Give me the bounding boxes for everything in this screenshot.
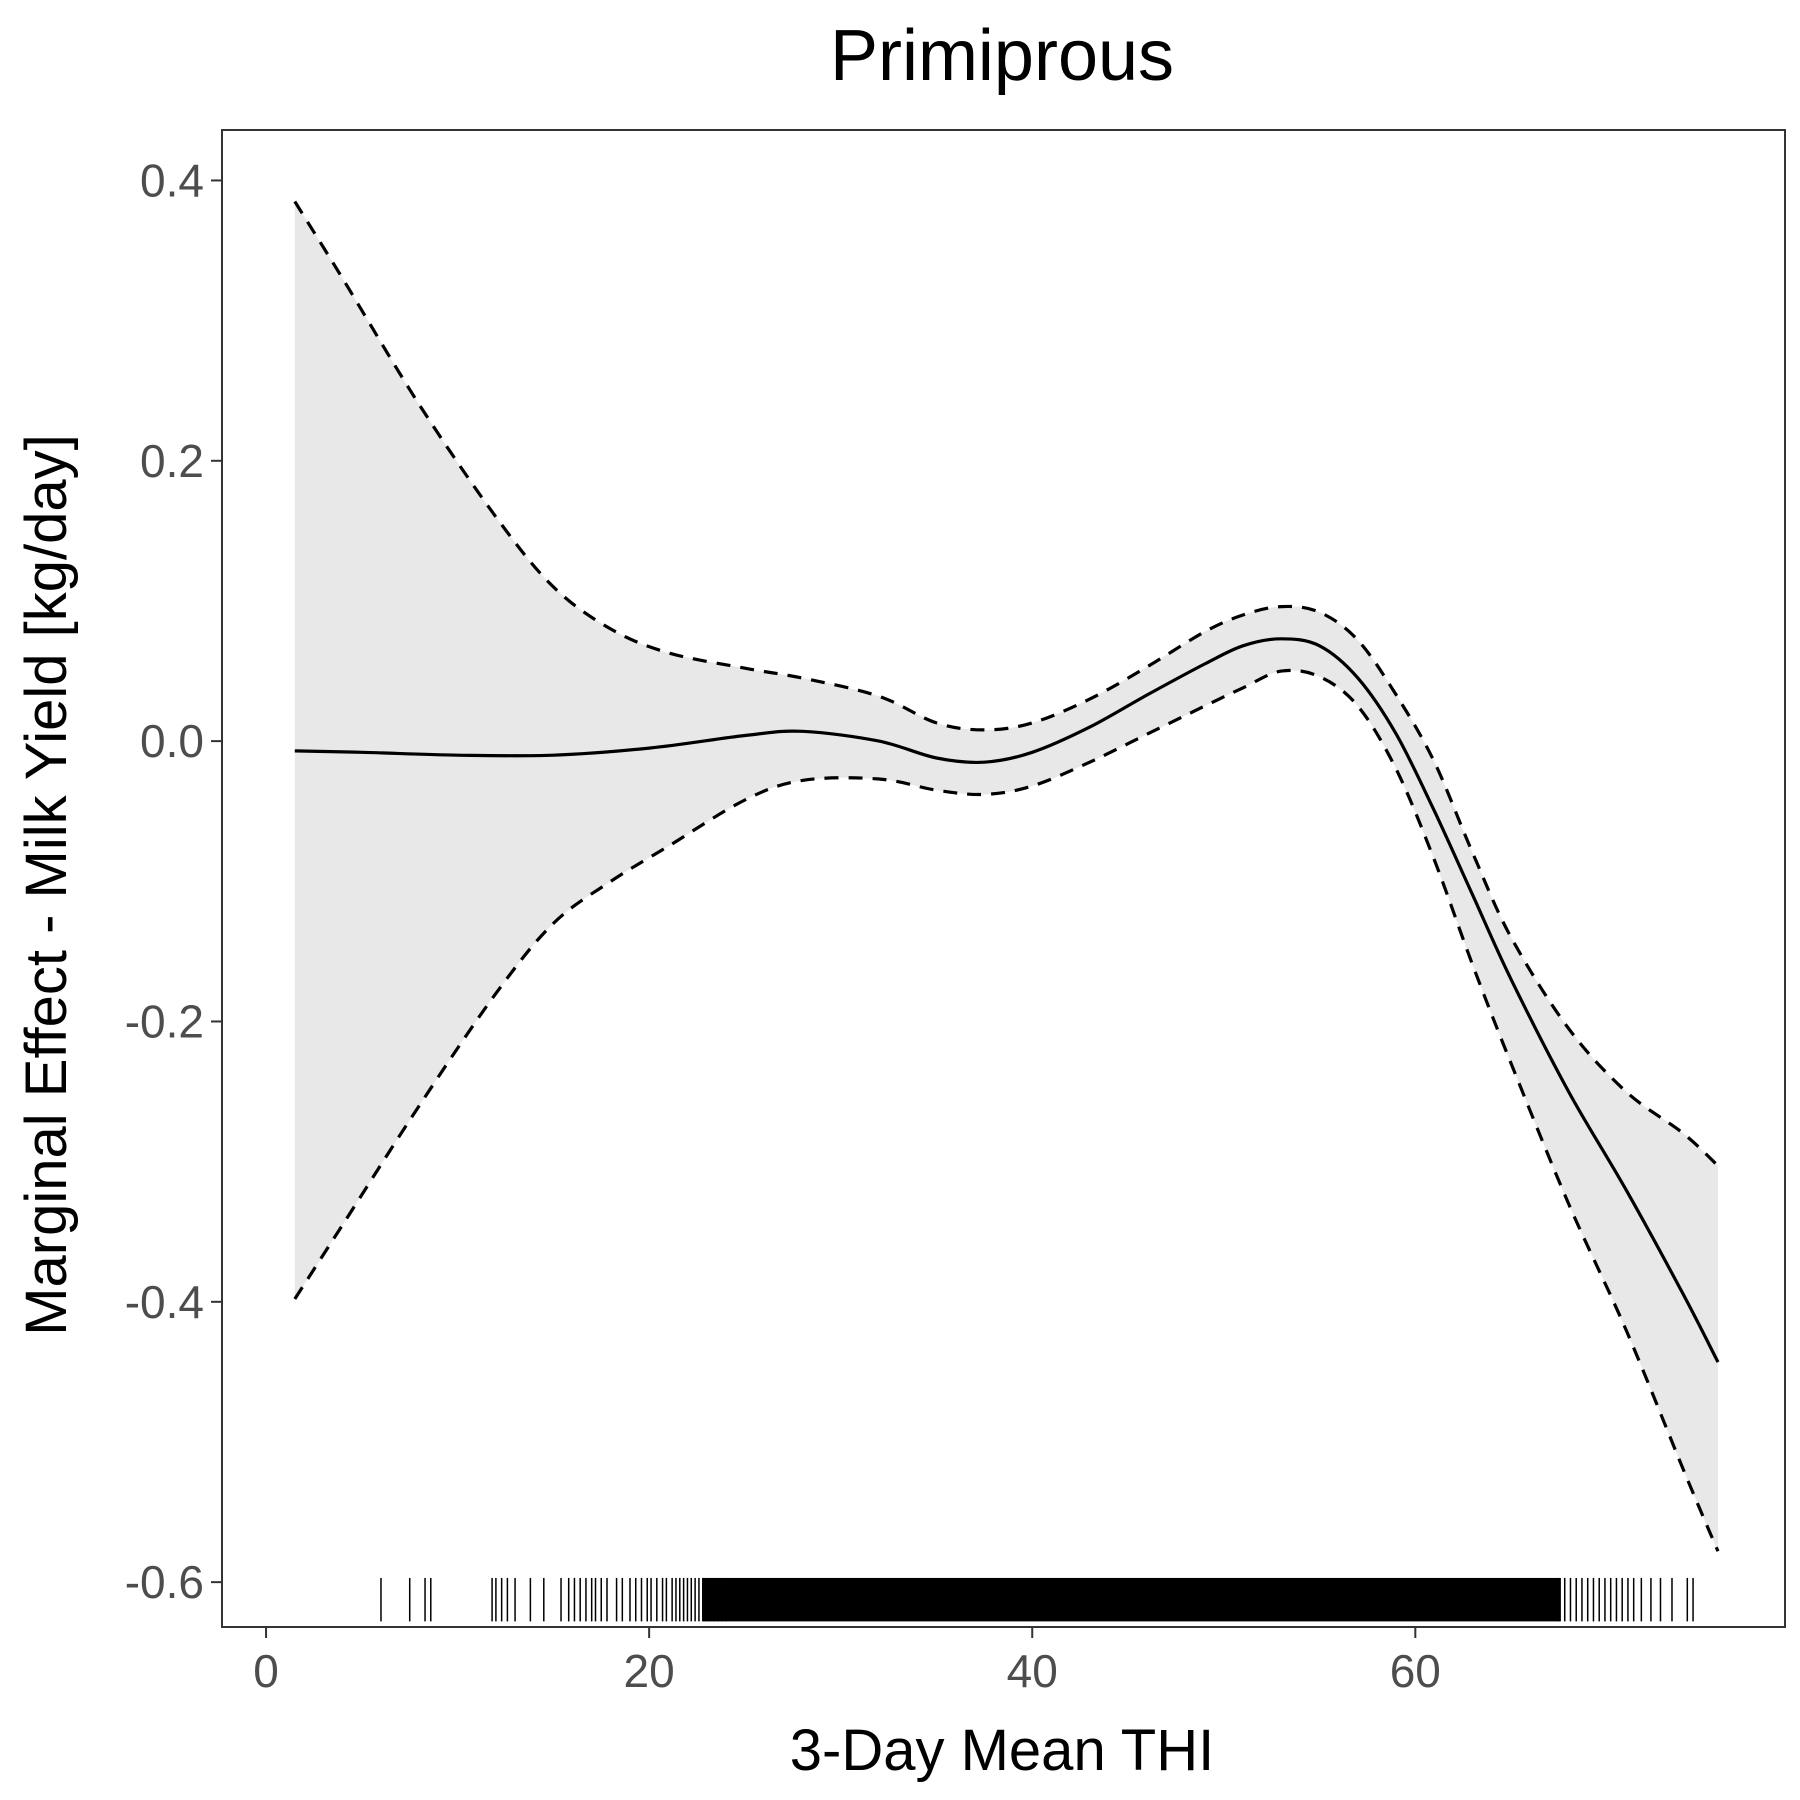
y-tick-label: -0.2: [125, 995, 204, 1047]
chart-title: Primiprous: [830, 16, 1174, 96]
x-tick-label: 0: [253, 1645, 279, 1697]
y-axis-title: Marginal Effect - Milk Yield [kg/day]: [14, 434, 79, 1336]
plot-area: [293, 200, 1720, 1622]
lower-ci-line: [293, 668, 1720, 1552]
upper-ci-line: [293, 200, 1720, 1167]
y-axis: 0.4 0.2 0.0 -0.2 -0.4 -0.6: [125, 154, 222, 1608]
x-tick-label: 20: [624, 1645, 675, 1697]
y-tick-label: 0.2: [140, 435, 204, 487]
x-axis-title: 3-Day Mean THI: [790, 1718, 1214, 1783]
rug-dense-block: [702, 1577, 1561, 1622]
confidence-band: [294, 201, 1718, 1552]
rug-marks: [380, 1577, 1694, 1622]
y-tick-label: -0.4: [125, 1276, 204, 1328]
y-tick-label: -0.6: [125, 1556, 204, 1608]
x-tick-label: 40: [1007, 1645, 1058, 1697]
panel-border: [221, 129, 1786, 1628]
estimate-line: [294, 637, 1720, 1363]
x-tick-label: 60: [1390, 1645, 1441, 1697]
x-axis: 0 20 40 60: [253, 1627, 1441, 1697]
y-tick-label: 0.4: [140, 154, 204, 206]
y-tick-label: 0.0: [140, 715, 204, 767]
